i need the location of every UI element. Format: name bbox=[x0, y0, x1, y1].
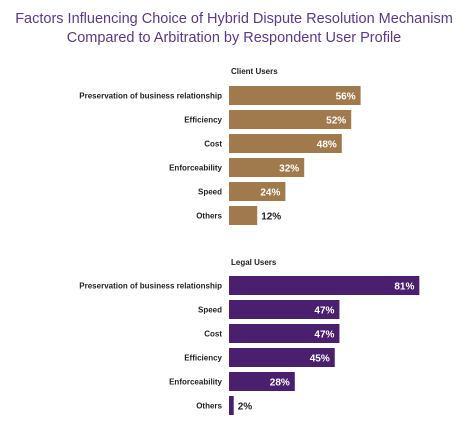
value-label-client-5: 12% bbox=[261, 212, 281, 223]
category-label-legal-0: Preservation of business relationship bbox=[79, 282, 222, 291]
value-label-client-3: 32% bbox=[279, 164, 299, 175]
value-label-legal-0: 81% bbox=[394, 282, 414, 293]
category-label-legal-1: Speed bbox=[198, 306, 222, 315]
panel-label-legal-users: Legal Users bbox=[231, 258, 277, 267]
value-label-legal-3: 45% bbox=[310, 354, 330, 365]
bar-client-1 bbox=[229, 110, 352, 129]
bar-client-5 bbox=[229, 206, 258, 225]
bar-client-2 bbox=[229, 134, 342, 153]
bar-legal-0 bbox=[229, 276, 420, 295]
bar-legal-3 bbox=[229, 348, 335, 367]
category-label-client-0: Preservation of business relationship bbox=[79, 92, 222, 101]
bar-legal-1 bbox=[229, 300, 340, 319]
value-label-legal-1: 47% bbox=[314, 306, 334, 317]
bar-legal-4 bbox=[229, 372, 295, 391]
chart-title-line-1: Factors Influencing Choice of Hybrid Dis… bbox=[15, 11, 453, 27]
bar-client-0 bbox=[229, 86, 361, 105]
bar-client-3 bbox=[229, 158, 305, 177]
category-label-client-4: Speed bbox=[198, 188, 222, 197]
category-label-legal-4: Enforceability bbox=[169, 378, 222, 387]
bar-legal-2 bbox=[229, 324, 340, 343]
category-label-legal-3: Efficiency bbox=[184, 354, 222, 363]
chart-title-line-2: Compared to Arbitration by Respondent Us… bbox=[66, 30, 402, 46]
value-label-client-0: 56% bbox=[336, 92, 356, 103]
category-label-client-5: Others bbox=[196, 212, 222, 221]
bar-legal-5 bbox=[229, 396, 234, 415]
category-label-client-1: Efficiency bbox=[184, 116, 222, 125]
category-label-legal-2: Cost bbox=[204, 330, 222, 339]
value-label-legal-4: 28% bbox=[270, 378, 290, 389]
chart-title: Factors Influencing Choice of Hybrid Dis… bbox=[0, 10, 468, 48]
value-label-client-2: 48% bbox=[317, 140, 337, 151]
panel-label-client-users: Client Users bbox=[231, 67, 278, 76]
value-label-legal-5: 2% bbox=[238, 402, 253, 413]
category-label-client-2: Cost bbox=[204, 140, 222, 149]
value-label-client-4: 24% bbox=[260, 188, 280, 199]
bar-client-4 bbox=[229, 182, 286, 201]
value-label-client-1: 52% bbox=[326, 116, 346, 127]
category-label-client-3: Enforceability bbox=[169, 164, 222, 173]
value-label-legal-2: 47% bbox=[314, 330, 334, 341]
category-label-legal-5: Others bbox=[196, 402, 222, 411]
